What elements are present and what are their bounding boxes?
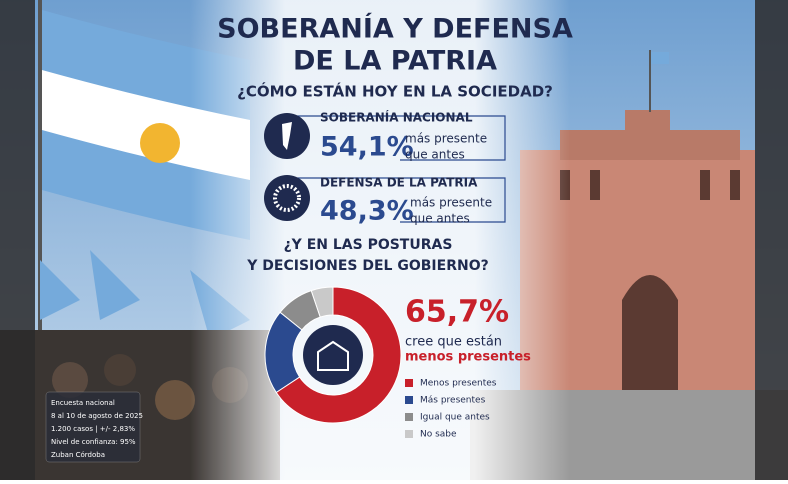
legend-label: No sabe [420,430,457,440]
donut-slice [264,311,303,394]
legend-label: Menos presentes [420,379,497,389]
legend-swatch [405,413,413,421]
center-icon [303,325,363,385]
icon [264,175,310,221]
stat-note: que antes [410,212,470,226]
donut-slice [275,286,402,424]
legend-swatch [405,430,413,438]
footnote: Encuesta nacional 8 al 10 de agosto de 2… [45,391,143,463]
title: DE LA PATRIA [293,46,497,77]
footnote-line: 8 al 10 de agosto de 2025 [51,412,143,420]
stat-card: SOBERANÍA NACIONAL 54,1% más presente qu… [264,110,506,163]
footnote-line: 1.200 casos | +/- 2,83% [51,425,135,433]
footnote-line: Nivel de confianza: 95% [51,438,136,446]
highlight-text: cree que están [405,335,502,350]
question: Y DECISIONES DEL GOBIERNO? [246,258,488,274]
stat-note: más presente [410,196,492,210]
question: ¿Y EN LAS POSTURAS [284,237,453,253]
highlight-text: menos presentes [405,350,531,365]
stat-value: 54,1% [320,132,414,163]
subtitle: ¿CÓMO ESTÁN HOY EN LA SOCIEDAD? [237,82,553,101]
stat-note: que antes [405,148,465,162]
headline-value: 65,7% [405,295,509,330]
edge [755,0,788,480]
legend-swatch [405,396,413,404]
stat-note: más presente [405,132,487,146]
footnote-line: Zuban Córdoba [51,451,105,459]
title: SOBERANÍA Y DEFENSA [217,13,573,45]
donut-chart [264,286,402,424]
legend-label: Igual que antes [420,413,490,423]
footnote-line: Encuesta nacional [51,399,115,407]
stat-label: SOBERANÍA NACIONAL [320,110,473,125]
legend-swatch [405,379,413,387]
legend: Menos presentes Más presentes Igual que an… [405,379,497,440]
stat-value: 48,3% [320,196,414,227]
legend-label: Más presentes [420,396,486,406]
stat-label: DEFENSA DE LA PATRIA [320,176,478,190]
stat-card: DEFENSA DE LA PATRIA 48,3% más presente … [264,175,506,227]
edge [0,0,35,480]
